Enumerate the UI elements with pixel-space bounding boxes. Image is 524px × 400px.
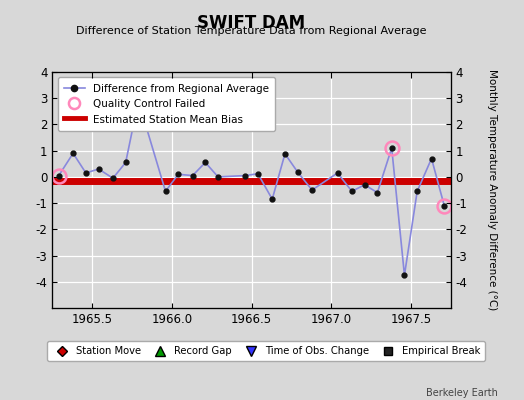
Text: SWIFT DAM: SWIFT DAM [198, 14, 305, 32]
Text: Berkeley Earth: Berkeley Earth [426, 388, 498, 398]
Legend: Difference from Regional Average, Quality Control Failed, Estimated Station Mean: Difference from Regional Average, Qualit… [58, 77, 275, 131]
Y-axis label: Monthly Temperature Anomaly Difference (°C): Monthly Temperature Anomaly Difference (… [487, 69, 497, 311]
Text: Difference of Station Temperature Data from Regional Average: Difference of Station Temperature Data f… [77, 26, 427, 36]
Legend: Station Move, Record Gap, Time of Obs. Change, Empirical Break: Station Move, Record Gap, Time of Obs. C… [47, 341, 485, 361]
